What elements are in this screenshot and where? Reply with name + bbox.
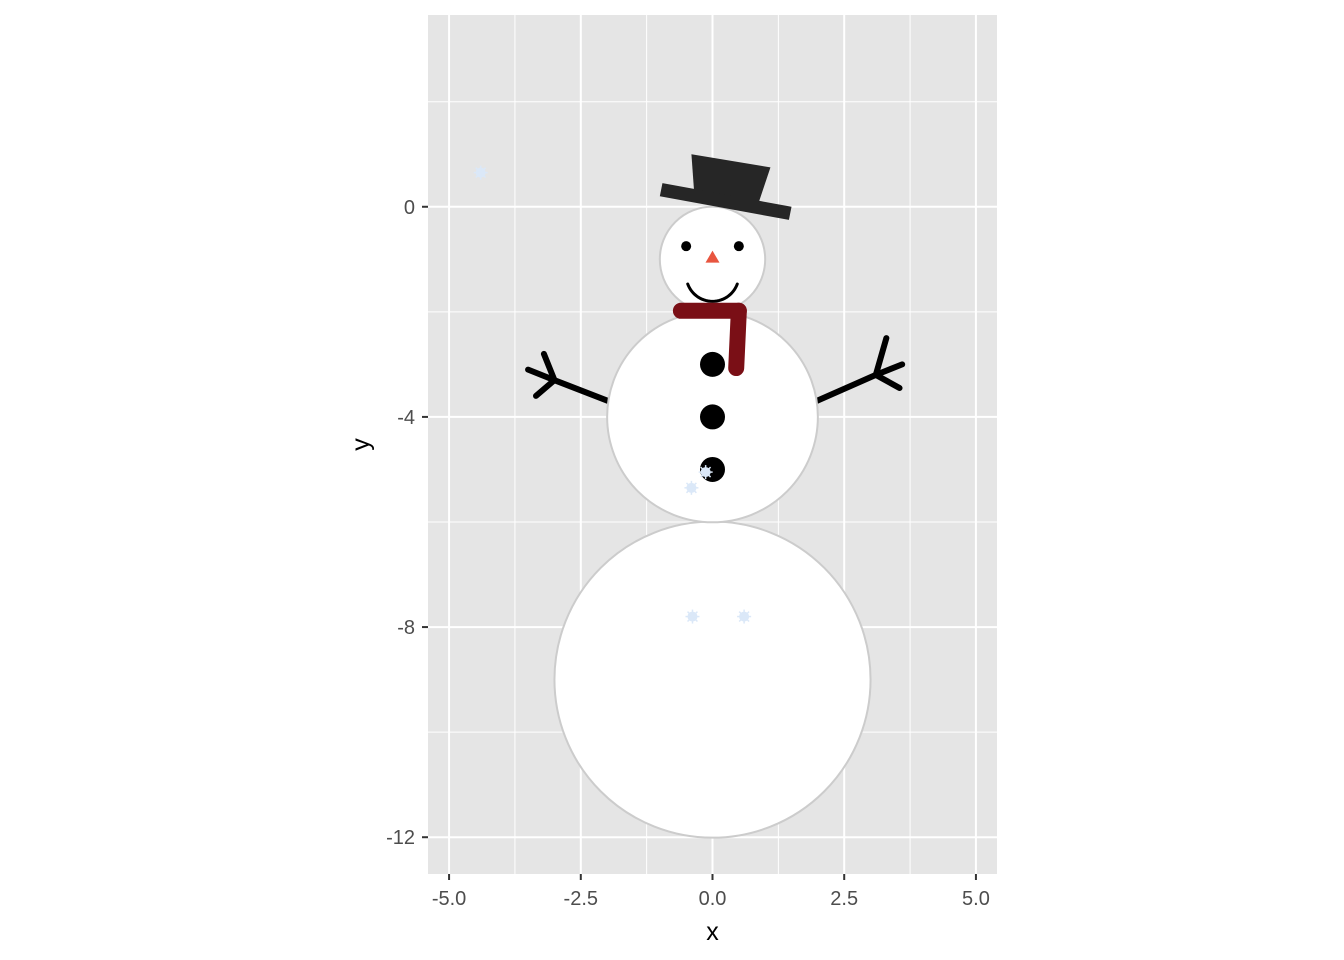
snowflake-spoke bbox=[686, 611, 698, 623]
nose bbox=[705, 250, 720, 263]
left-arm-segment bbox=[551, 377, 612, 405]
snowflake-spoke bbox=[685, 482, 697, 494]
x-tick-label: 2.5 bbox=[830, 888, 858, 910]
snowflake bbox=[685, 609, 700, 624]
x-tick-label: 0.0 bbox=[699, 888, 727, 910]
snowflake bbox=[473, 165, 488, 180]
right-arm-segment bbox=[872, 361, 906, 378]
scarf-tail bbox=[728, 302, 747, 377]
coal-button bbox=[700, 351, 725, 377]
snowflake bbox=[684, 480, 699, 495]
x-axis-label: x bbox=[706, 918, 719, 946]
y-tick-label: 0 bbox=[404, 197, 415, 219]
left-arm-segment bbox=[540, 350, 558, 384]
axes: -5.0 -2.5 0.0 2.5 5.0 0 -4 -8 -12 bbox=[386, 197, 990, 910]
snowball-bottom bbox=[553, 520, 872, 839]
left-arm-segment bbox=[533, 377, 558, 399]
right-arm-segment bbox=[872, 335, 890, 378]
coal-button bbox=[700, 404, 725, 430]
y-axis-label: y bbox=[347, 438, 375, 451]
eye bbox=[681, 241, 692, 252]
eye bbox=[733, 241, 744, 252]
smile bbox=[686, 282, 739, 303]
snowflake bbox=[698, 465, 713, 480]
right-arm-segment bbox=[872, 371, 903, 392]
snowflake bbox=[737, 609, 752, 624]
y-tick-label: -12 bbox=[386, 827, 415, 849]
y-tick-label: -4 bbox=[397, 407, 415, 429]
left-arm-segment bbox=[525, 366, 558, 384]
x-tick-label: -2.5 bbox=[564, 888, 598, 910]
snowman-marks bbox=[473, 154, 906, 839]
right-arm-segment bbox=[813, 371, 879, 405]
x-tick-label: -5.0 bbox=[432, 888, 466, 910]
hat-brim bbox=[659, 183, 792, 220]
x-tick-label: 5.0 bbox=[962, 888, 990, 910]
y-tick-label: -8 bbox=[397, 617, 415, 639]
snowflake-spoke bbox=[475, 167, 487, 179]
snowflake-spoke bbox=[738, 611, 750, 623]
snowflake-spoke bbox=[700, 466, 712, 478]
